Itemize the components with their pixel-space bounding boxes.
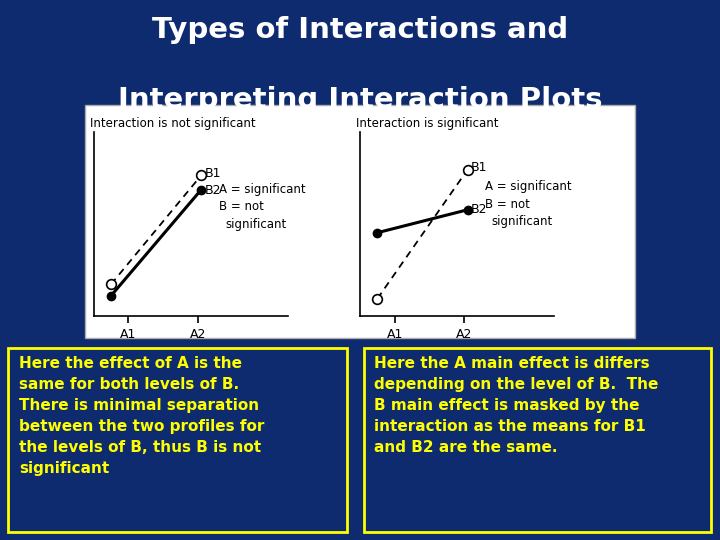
Text: Interaction is not significant: Interaction is not significant bbox=[90, 117, 256, 130]
Text: B2: B2 bbox=[471, 203, 487, 216]
Text: Interaction is significant: Interaction is significant bbox=[356, 117, 499, 130]
FancyBboxPatch shape bbox=[85, 105, 635, 338]
Text: A = significant: A = significant bbox=[485, 180, 572, 193]
Text: significant: significant bbox=[492, 215, 553, 228]
Text: B2: B2 bbox=[204, 184, 221, 197]
FancyBboxPatch shape bbox=[9, 348, 347, 532]
FancyBboxPatch shape bbox=[364, 348, 711, 532]
Text: Here the A main effect is differs
depending on the level of B.  The
B main effec: Here the A main effect is differs depend… bbox=[374, 356, 659, 455]
Text: Interpreting Interaction Plots: Interpreting Interaction Plots bbox=[118, 86, 602, 114]
Text: A = significant: A = significant bbox=[219, 183, 305, 196]
Text: B1: B1 bbox=[204, 167, 221, 180]
Text: B = not: B = not bbox=[219, 200, 264, 213]
Text: B1: B1 bbox=[471, 161, 487, 174]
Text: Here the effect of A is the
same for both levels of B.
There is minimal separati: Here the effect of A is the same for bot… bbox=[19, 356, 264, 476]
Text: B = not: B = not bbox=[485, 198, 530, 211]
Text: significant: significant bbox=[225, 218, 287, 231]
Text: Types of Interactions and: Types of Interactions and bbox=[152, 16, 568, 44]
